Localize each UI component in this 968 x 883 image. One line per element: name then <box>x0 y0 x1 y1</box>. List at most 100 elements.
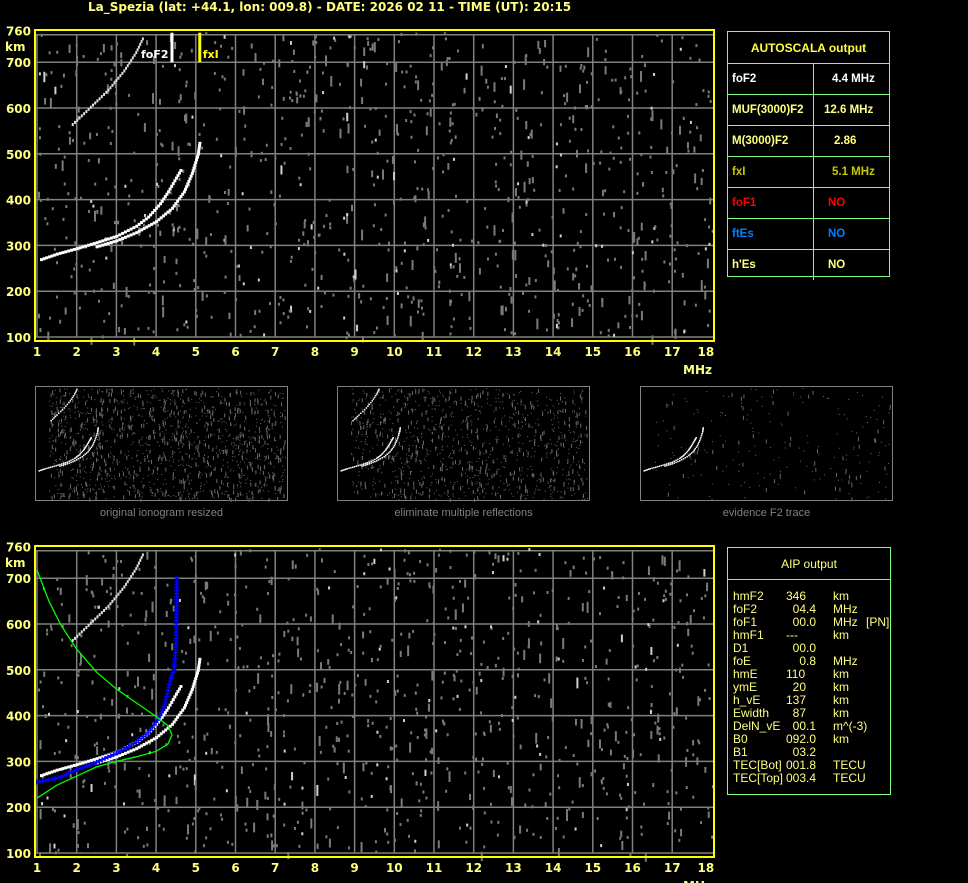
noise-echo <box>227 486 229 488</box>
noise-echo <box>503 483 505 485</box>
noise-echo <box>523 181 526 193</box>
noise-echo <box>392 489 394 494</box>
noise-echo <box>287 315 290 319</box>
noise-echo <box>442 432 444 437</box>
noise-echo <box>110 467 112 472</box>
noise-echo <box>371 140 374 144</box>
noise-echo <box>673 269 676 273</box>
noise-echo <box>128 490 130 492</box>
noise-echo <box>448 456 450 458</box>
noise-echo <box>441 410 443 412</box>
noise-echo <box>87 488 89 490</box>
noise-echo <box>183 481 185 483</box>
noise-echo <box>441 467 443 472</box>
noise-echo <box>77 115 80 119</box>
noise-echo <box>471 441 473 443</box>
noise-echo <box>211 471 213 476</box>
noise-echo <box>96 457 98 462</box>
noise-echo <box>555 452 557 457</box>
noise-echo <box>626 835 629 839</box>
noise-echo <box>458 440 460 445</box>
noise-echo <box>54 163 57 169</box>
noise-echo <box>689 614 692 625</box>
noise-echo <box>281 465 283 467</box>
noise-echo <box>226 477 228 479</box>
noise-echo <box>478 405 480 407</box>
noise-echo <box>495 184 498 188</box>
noise-echo <box>332 744 335 748</box>
noise-echo <box>166 583 169 587</box>
noise-echo <box>518 433 520 435</box>
noise-echo <box>490 625 493 629</box>
noise-echo <box>286 699 289 703</box>
noise-echo <box>238 647 241 651</box>
noise-echo <box>126 641 129 645</box>
ionogram-trace-point <box>72 394 75 397</box>
noise-echo <box>206 732 209 736</box>
noise-echo <box>128 93 131 97</box>
noise-echo <box>167 397 169 399</box>
ionogram-trace-point <box>142 742 146 746</box>
noise-echo <box>501 461 503 463</box>
noise-echo <box>675 791 678 795</box>
noise-echo <box>544 802 547 808</box>
noise-echo <box>178 157 181 161</box>
noise-echo <box>76 455 78 457</box>
noise-echo <box>504 306 507 312</box>
noise-echo <box>60 456 62 458</box>
noise-echo <box>551 497 553 499</box>
noise-echo <box>147 326 150 330</box>
noise-echo <box>234 610 237 614</box>
x-tick-label: 4 <box>152 345 160 359</box>
noise-echo <box>275 493 277 495</box>
noise-echo <box>219 453 221 455</box>
noise-echo <box>640 153 643 157</box>
noise-echo <box>346 680 349 691</box>
noise-echo <box>418 460 420 462</box>
noise-echo <box>118 402 120 404</box>
noise-echo <box>39 680 42 684</box>
noise-echo <box>580 423 582 428</box>
noise-echo <box>377 468 379 473</box>
noise-echo <box>366 429 368 431</box>
noise-echo <box>60 602 63 606</box>
ionogram-trace-point <box>62 464 65 466</box>
noise-echo <box>560 442 562 447</box>
noise-echo <box>128 194 131 198</box>
noise-echo <box>496 468 498 470</box>
noise-echo <box>174 477 176 479</box>
noise-echo <box>304 219 307 223</box>
ionogram-trace-point <box>64 462 67 464</box>
noise-echo <box>63 432 65 434</box>
noise-echo <box>452 265 455 269</box>
noise-echo <box>288 309 291 313</box>
ionogram-trace-point <box>188 177 192 181</box>
noise-echo <box>121 236 124 245</box>
noise-echo <box>305 613 308 617</box>
noise-echo <box>579 445 581 447</box>
noise-echo <box>64 430 66 432</box>
noise-echo <box>396 674 399 678</box>
noise-echo <box>282 34 285 42</box>
noise-echo <box>161 474 163 476</box>
noise-echo <box>444 478 446 483</box>
noise-echo <box>448 56 451 60</box>
noise-echo <box>361 456 363 458</box>
ionogram-trace-point <box>371 400 374 402</box>
noise-echo <box>230 421 232 426</box>
ionogram-trace-point <box>94 438 97 440</box>
noise-echo <box>636 172 639 176</box>
page-title: La_Spezia (lat: +44.1, lon: 009.8) - DAT… <box>88 0 572 14</box>
noise-echo <box>120 304 123 308</box>
ionogram-trace-point <box>179 195 183 199</box>
noise-echo <box>234 553 237 557</box>
noise-echo <box>83 779 86 783</box>
noise-echo <box>389 410 391 412</box>
noise-echo <box>303 243 306 247</box>
noise-echo <box>568 453 570 455</box>
noise-echo <box>117 463 119 465</box>
noise-echo <box>498 727 501 731</box>
noise-echo <box>244 461 246 463</box>
ionogram-trace-point <box>391 438 393 441</box>
noise-echo <box>450 230 453 234</box>
